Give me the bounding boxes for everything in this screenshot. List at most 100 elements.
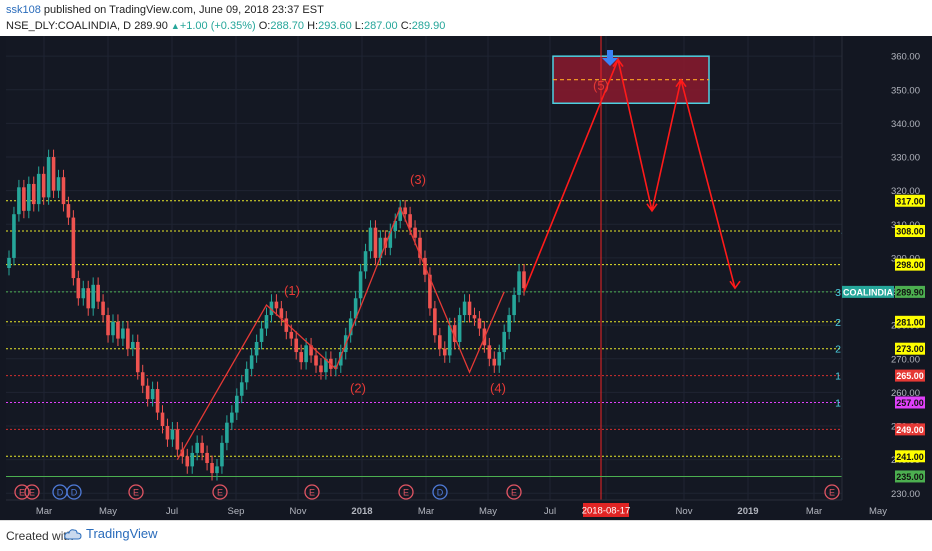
event-marker-label: E	[19, 488, 25, 498]
wave-label: (3)	[410, 172, 426, 187]
candle-body	[56, 177, 61, 191]
x-tick-label: Jul	[166, 506, 178, 517]
candle-body	[165, 426, 170, 440]
symbol-tag-label: COALINDIA	[843, 287, 893, 297]
candle-body	[522, 271, 526, 289]
x-tick-label: Mar	[806, 506, 822, 517]
chart-header: ssk108 published on TradingView.com, Jun…	[0, 0, 932, 36]
candle-body	[36, 173, 41, 205]
candle-body	[7, 257, 11, 268]
wave-label: (2)	[350, 380, 366, 395]
candle-body	[452, 325, 457, 342]
level-price-label: 257.00	[896, 398, 924, 408]
candle-body	[185, 456, 190, 467]
level-price-tag	[895, 225, 925, 238]
earnings-marker-icon	[304, 484, 320, 500]
candle-body	[71, 217, 76, 279]
candle-body	[442, 348, 447, 356]
projection-arrowhead	[729, 280, 741, 290]
candle-body	[289, 331, 294, 339]
price-axis	[842, 36, 932, 520]
tradingview-label: TradingView	[86, 526, 158, 541]
candle-body	[433, 308, 437, 336]
candle-body	[150, 389, 155, 400]
tradingview-cloud-icon	[64, 528, 82, 539]
candle-body	[140, 372, 145, 386]
candle-body	[66, 204, 71, 218]
price-chart[interactable]: 90 Degree45 Degree0 Degree315 Degree270 …	[0, 36, 932, 520]
level-price-tag	[895, 369, 925, 382]
candle-body	[135, 341, 140, 373]
event-marker-label: D	[437, 488, 444, 498]
close-value: 289.90	[411, 20, 446, 32]
level-price-tag	[895, 258, 925, 271]
wave-label: (4)	[490, 380, 506, 395]
candle-body	[254, 341, 259, 356]
candle-body	[17, 187, 21, 215]
projection-arrowhead	[675, 78, 687, 88]
candle-body	[61, 177, 66, 205]
candle-body	[477, 318, 482, 329]
candle-body	[462, 301, 467, 316]
publish-info: published on TradingView.com, June 09, 2…	[40, 4, 324, 16]
high-label: H:	[307, 20, 319, 32]
tradingview-brand[interactable]: TradingView	[64, 526, 158, 541]
level-price-tag	[895, 396, 925, 409]
candle-body	[76, 278, 81, 299]
x-tick-label: Jul	[544, 506, 556, 517]
candle-body	[408, 214, 412, 228]
candle-body	[353, 298, 358, 319]
candle-body	[46, 157, 51, 198]
candle-body	[86, 288, 91, 309]
x-tick-label: May	[99, 506, 117, 517]
candle-body	[338, 352, 343, 366]
event-marker-label: E	[829, 488, 835, 498]
open-value: 288.70	[270, 20, 305, 32]
earnings-marker-icon	[506, 484, 522, 500]
candle-body	[215, 466, 219, 474]
candle-body	[378, 237, 383, 258]
candle-body	[502, 331, 506, 353]
candle-body	[259, 328, 264, 342]
level-price-tag	[895, 342, 925, 355]
event-marker-label: E	[403, 488, 409, 498]
candle-body	[348, 318, 353, 336]
earnings-marker-icon	[14, 484, 30, 500]
close-label: C:	[400, 20, 412, 32]
level-price-tag	[895, 194, 925, 207]
candle-body	[230, 412, 234, 423]
candle-body	[388, 231, 393, 248]
earnings-marker-icon	[824, 484, 840, 500]
publish-line: ssk108 published on TradingView.com, Jun…	[6, 4, 324, 16]
y-tick-label: 330.00	[891, 153, 920, 164]
level-price-label: 265.00	[896, 371, 924, 381]
publisher-username[interactable]: ssk108	[6, 4, 41, 16]
candle-body	[299, 352, 303, 363]
candle-body	[101, 301, 105, 316]
x-tick-label: 2018-08-17	[582, 506, 631, 517]
candle-body	[264, 315, 269, 329]
candle-body	[249, 355, 254, 369]
candle-body	[428, 274, 432, 309]
candle-body	[438, 335, 442, 349]
candle-body	[294, 338, 299, 353]
candle-body	[126, 328, 130, 349]
level-price-label: 241.00	[896, 452, 924, 462]
level-price-label: 289.90	[896, 287, 924, 297]
event-marker-label: E	[29, 488, 35, 498]
candle-body	[517, 271, 521, 295]
candle-body	[106, 315, 110, 336]
earnings-marker-icon	[212, 484, 228, 500]
candle-body	[383, 237, 388, 248]
event-marker-label: E	[309, 488, 315, 498]
level-price-label: 298.00	[896, 260, 924, 270]
level-price-tag	[895, 285, 925, 298]
symbol-name: NSE_DLY:COALINDIA, D	[6, 20, 132, 32]
last-price: 289.90	[134, 20, 168, 32]
candle-body	[497, 352, 502, 366]
level-price-label: 235.00	[896, 472, 924, 482]
candle-body	[487, 345, 492, 359]
up-arrow-icon: ▲	[170, 21, 180, 31]
footer: Created with TradingView	[0, 520, 932, 551]
event-marker-label: D	[71, 488, 78, 498]
